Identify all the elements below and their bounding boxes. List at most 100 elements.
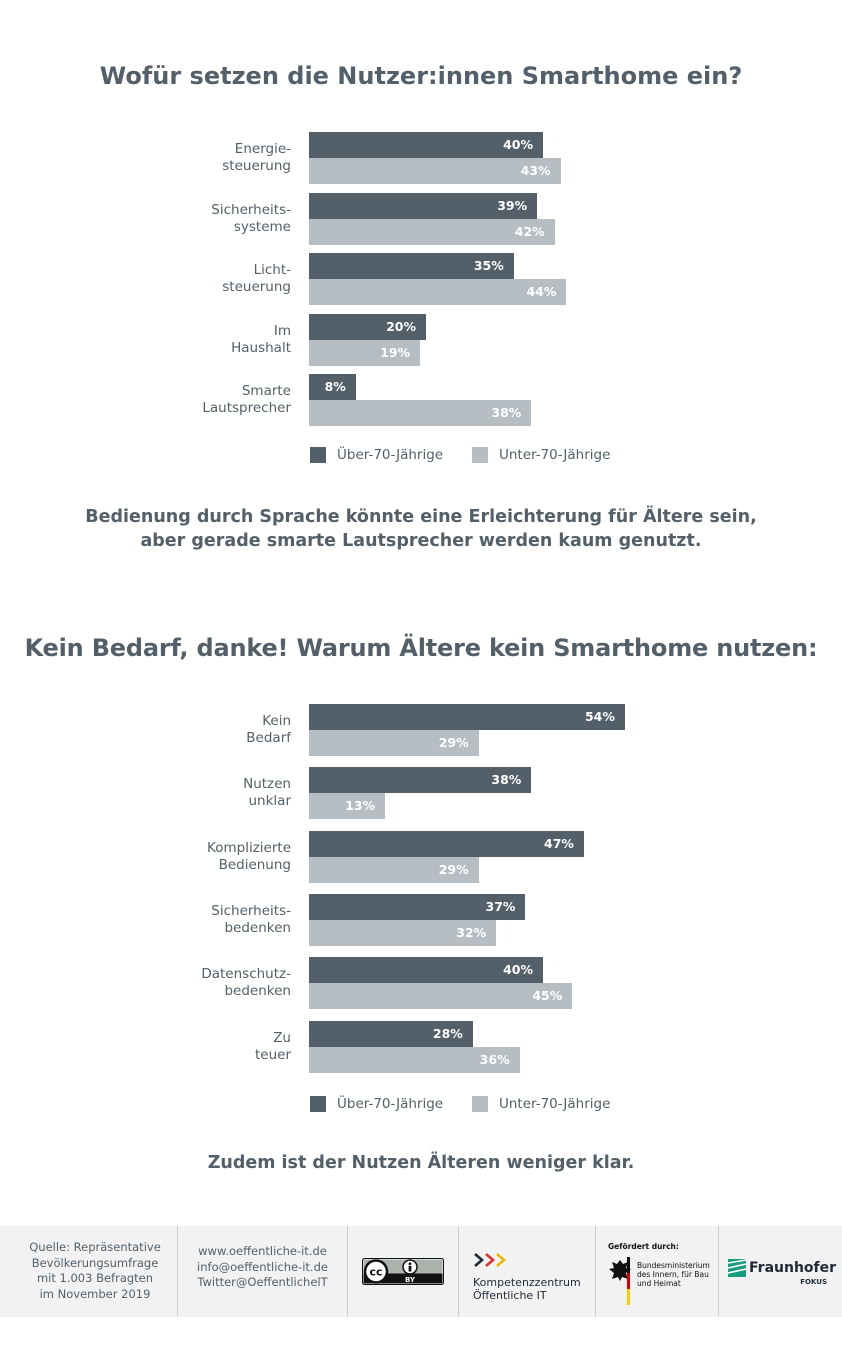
category-label: Kein Bedarf — [246, 713, 291, 746]
category-label: Zu teuer — [254, 1029, 291, 1063]
category-label: Im Haushalt — [231, 322, 291, 356]
bar-value-label: 13% — [345, 798, 376, 814]
legend-label: Über-70-Jährige — [337, 1095, 444, 1112]
bar-under70: 19% — [309, 339, 421, 366]
category-label: Smarte Lautsprecher — [202, 383, 291, 416]
legend-swatch — [310, 446, 326, 463]
legend-label: Unter-70-Jährige — [499, 1095, 611, 1112]
bar-over70: 40% — [309, 957, 543, 984]
source-line: Bevölkerungsumfrage — [31, 1255, 159, 1270]
website-link[interactable]: www.oeffentliche-it.de — [198, 1244, 327, 1258]
bar-chart-usage: Energie-steuerung 40% 43% Sicherheits-syste… — [0, 126, 842, 476]
ministry-logo: Gefördert durch: Bundesministerium des I… — [608, 1242, 713, 1333]
source-line: mit 1.003 Befragten — [36, 1271, 154, 1285]
bar-value-label: 47% — [544, 835, 574, 851]
footer-divider — [595, 1226, 596, 1317]
bar-value-label: 54% — [584, 709, 615, 724]
category-label: Sicherheits-systeme — [211, 201, 291, 235]
category-label: Energie-steuerung — [222, 141, 291, 174]
bar-over70: 28% — [309, 1020, 473, 1047]
bar-over70: 8% — [309, 374, 356, 400]
cc-by-badge: cc BY — [362, 1258, 444, 1285]
category-label: Licht-steuerung — [222, 262, 291, 295]
bar-value-label: 28% — [432, 1025, 463, 1041]
footer-divider — [347, 1226, 348, 1317]
chart-legend: Über-70-Jährige Unter-70-Jährige — [310, 1094, 710, 1114]
bar-value-label: 45% — [532, 988, 563, 1004]
bar-under70: 29% — [309, 730, 479, 756]
bar-value-label: 44% — [526, 284, 557, 299]
bar-value-label: 36% — [479, 1051, 510, 1067]
bar-over70: 35% — [309, 253, 514, 279]
legend-label: Unter-70-Jährige — [499, 446, 611, 463]
bar-value-label: 37% — [485, 898, 516, 914]
chart-title-usage: Wofür setzen die Nutzer:innen Smarthome … — [99, 62, 743, 90]
caption-line: aber gerade smarte Lautsprecher werden k… — [140, 531, 702, 551]
email-link[interactable]: info@oeffentliche-it.de — [197, 1259, 328, 1274]
footer-divider — [718, 1226, 719, 1317]
bar-under70: 45% — [309, 983, 573, 1010]
source-line: Quelle: Repräsentative — [29, 1240, 161, 1254]
funding-label: Gefördert durch: — [608, 1242, 679, 1251]
bar-under70: 36% — [309, 1046, 520, 1073]
ministry-line: des Innern, für Bau — [637, 1270, 709, 1279]
chart-legend: Über-70-Jährige Unter-70-Jährige — [310, 445, 710, 465]
bar-under70: 32% — [309, 919, 497, 946]
bar-over70: 40% — [309, 132, 543, 158]
bar-value-label: 40% — [503, 962, 533, 978]
bar-value-label: 20% — [386, 318, 416, 334]
fraunhofer-logo: Fraunhofer FOKUS — [728, 1259, 837, 1350]
bar-value-label: 32% — [456, 924, 487, 940]
bar-over70: 37% — [309, 893, 526, 920]
source-note: Quelle: Repräsentative Bevölkerungsumfra… — [20, 1240, 170, 1331]
twitter-link[interactable]: Twitter@OeffentlichelT — [197, 1275, 328, 1289]
bar-under70: 13% — [309, 793, 386, 820]
category-label: Datenschutz-bedenken — [201, 966, 291, 1000]
kompetenzzentrum-logo: Kompetenzzentrum Öffentliche IT — [473, 1252, 588, 1343]
footer-divider — [177, 1226, 178, 1317]
category-label: Komplizierte Bedienung — [207, 839, 291, 873]
bar-value-label: 43% — [520, 163, 551, 178]
category-label: Sicherheits-bedenken — [211, 902, 291, 936]
bar-value-label: 38% — [491, 772, 522, 788]
bar-value-label: 38% — [491, 405, 522, 420]
kompetenz-line: Öffentliche IT — [473, 1289, 547, 1302]
bar-value-label: 40% — [503, 137, 533, 152]
ministry-line: Bundesministerium — [637, 1261, 710, 1270]
legend-swatch — [472, 1095, 488, 1112]
bar-value-label: 8% — [324, 379, 346, 394]
kompetenz-line: Kompetenzzentrum — [473, 1276, 581, 1289]
bar-over70: 20% — [309, 313, 426, 340]
bar-under70: 43% — [309, 158, 561, 184]
footer: Quelle: Repräsentative Bevölkerungsumfra… — [0, 1226, 842, 1317]
chart-title-reasons: Kein Bedarf, danke! Warum Ältere kein Sm… — [24, 634, 818, 662]
chevrons-icon — [474, 1253, 506, 1267]
bar-value-label: 35% — [473, 258, 504, 273]
bar-over70: 38% — [309, 767, 532, 794]
legend-swatch — [310, 1095, 326, 1112]
by-text: BY — [405, 1276, 416, 1284]
contact-info: www.oeffentliche-it.de info@oeffentliche… — [180, 1244, 345, 1335]
bar-value-label: 19% — [380, 344, 411, 360]
bar-over70: 54% — [309, 704, 625, 730]
legend-swatch — [472, 446, 488, 463]
bar-chart-reasons: Kein Bedarf 54% 29% Nutzen unklar 38% 13% Kompli… — [0, 698, 842, 1123]
ministry-line: und Heimat — [637, 1279, 681, 1288]
legend-label: Über-70-Jährige — [337, 446, 444, 463]
bar-value-label: 29% — [438, 735, 469, 750]
bar-over70: 39% — [309, 192, 538, 219]
bar-under70: 44% — [309, 279, 567, 305]
bar-under70: 38% — [309, 400, 532, 426]
caption-line: Bedienung durch Sprache könnte eine Erle… — [85, 507, 757, 527]
footer-divider — [458, 1226, 459, 1317]
bar-value-label: 29% — [438, 861, 469, 877]
fraunhofer-sub: FOKUS — [800, 1278, 827, 1286]
bar-under70: 29% — [309, 856, 479, 883]
cc-by-license-icon: cc BY — [362, 1258, 444, 1285]
cc-text: cc — [369, 1266, 382, 1279]
fraunhofer-name: Fraunhofer — [749, 1260, 837, 1276]
bar-value-label: 42% — [514, 223, 545, 239]
fraunhofer-mark-icon — [728, 1259, 746, 1277]
bar-over70: 47% — [309, 830, 584, 857]
bar-under70: 42% — [309, 218, 555, 245]
